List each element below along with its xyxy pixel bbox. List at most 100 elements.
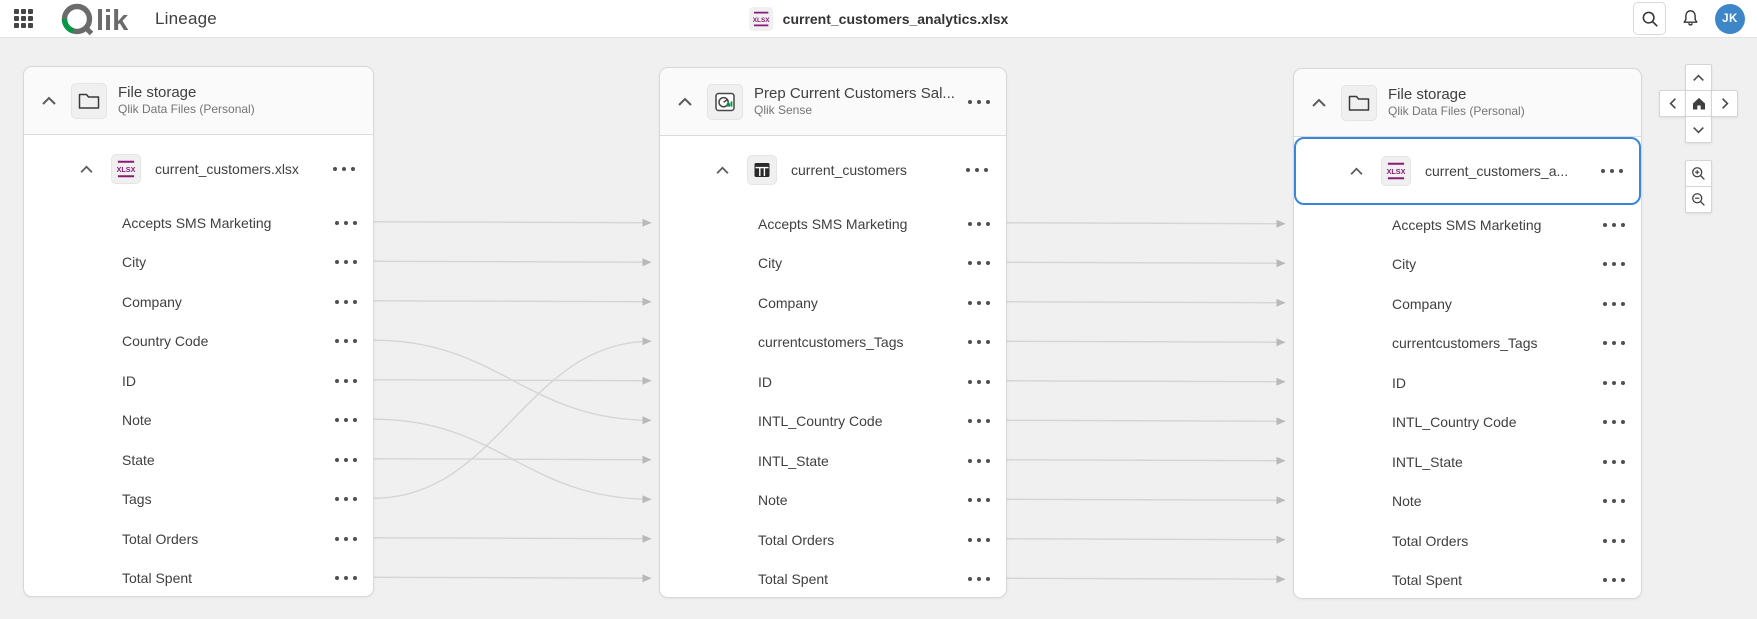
field-menu-button[interactable] xyxy=(335,533,357,545)
top-bar: lik Lineage XLSX current_customers_analy… xyxy=(0,0,1757,38)
field-row[interactable]: Total Orders xyxy=(24,519,373,559)
collapse-table-button[interactable] xyxy=(1346,164,1367,179)
collapse-table-button[interactable] xyxy=(76,162,97,177)
node-header[interactable]: Prep Current Customers Sal... Qlik Sense xyxy=(660,68,1006,136)
zoom-in-button[interactable] xyxy=(1685,160,1712,187)
field-row[interactable]: City xyxy=(24,243,373,283)
collapse-table-button[interactable] xyxy=(712,163,733,178)
node-file-storage-target: File storage Qlik Data Files (Personal) … xyxy=(1293,68,1642,599)
notifications-button[interactable] xyxy=(1680,8,1701,29)
field-list: Accepts SMS Marketing City Company Count… xyxy=(24,203,373,598)
field-row[interactable]: ID xyxy=(24,361,373,401)
field-row[interactable]: Tags xyxy=(24,480,373,520)
field-menu-button[interactable] xyxy=(335,217,357,229)
field-menu-button[interactable] xyxy=(968,376,990,388)
collapse-node-button[interactable] xyxy=(1308,95,1330,111)
field-row[interactable]: Accepts SMS Marketing xyxy=(24,203,373,243)
field-menu-button[interactable] xyxy=(335,493,357,505)
field-label: Total Orders xyxy=(1392,532,1469,549)
field-menu-button[interactable] xyxy=(968,218,990,230)
search-button[interactable] xyxy=(1633,2,1666,35)
field-row[interactable]: City xyxy=(1294,245,1641,285)
field-row[interactable]: Total Orders xyxy=(1294,521,1641,561)
field-menu-button[interactable] xyxy=(1603,219,1625,231)
field-menu-button[interactable] xyxy=(1603,574,1625,586)
pan-right-button[interactable] xyxy=(1711,90,1738,117)
field-row[interactable]: Total Orders xyxy=(660,520,1006,560)
table-menu-button[interactable] xyxy=(1601,165,1623,177)
table-row[interactable]: current_customers xyxy=(660,136,1006,204)
field-menu-button[interactable] xyxy=(968,297,990,309)
table-row[interactable]: XLSX current_customers.xlsx xyxy=(24,135,373,203)
field-row[interactable]: Note xyxy=(660,481,1006,521)
field-row[interactable]: INTL_Country Code xyxy=(1294,403,1641,443)
field-row[interactable]: Company xyxy=(660,283,1006,323)
product-name: Lineage xyxy=(155,8,217,28)
field-row[interactable]: Total Spent xyxy=(1294,561,1641,601)
lineage-canvas[interactable]: File storage Qlik Data Files (Personal) … xyxy=(0,38,1757,619)
collapse-node-button[interactable] xyxy=(38,93,60,109)
field-row[interactable]: Company xyxy=(1294,284,1641,324)
field-row[interactable]: State xyxy=(24,440,373,480)
field-menu-button[interactable] xyxy=(335,296,357,308)
field-row[interactable]: Total Spent xyxy=(660,560,1006,600)
collapse-node-button[interactable] xyxy=(674,94,696,110)
field-row[interactable]: Note xyxy=(1294,482,1641,522)
field-row[interactable]: Accepts SMS Marketing xyxy=(1294,205,1641,245)
pan-down-button[interactable] xyxy=(1685,116,1712,143)
field-row[interactable]: Country Code xyxy=(24,322,373,362)
field-menu-button[interactable] xyxy=(335,572,357,584)
field-menu-button[interactable] xyxy=(335,256,357,268)
home-button[interactable] xyxy=(1685,90,1712,117)
pan-controls xyxy=(1659,64,1739,144)
field-row[interactable]: INTL_State xyxy=(660,441,1006,481)
field-menu-button[interactable] xyxy=(1603,456,1625,468)
field-menu-button[interactable] xyxy=(335,414,357,426)
field-row[interactable]: INTL_State xyxy=(1294,442,1641,482)
field-menu-button[interactable] xyxy=(1603,495,1625,507)
field-menu-button[interactable] xyxy=(335,454,357,466)
field-row[interactable]: Note xyxy=(24,401,373,441)
field-menu-button[interactable] xyxy=(1603,258,1625,270)
xlsx-file-icon: XLSX xyxy=(111,154,141,184)
field-menu-button[interactable] xyxy=(968,257,990,269)
field-menu-button[interactable] xyxy=(968,336,990,348)
field-row[interactable]: ID xyxy=(1294,363,1641,403)
field-row[interactable]: currentcustomers_Tags xyxy=(1294,324,1641,364)
field-menu-button[interactable] xyxy=(968,494,990,506)
field-row[interactable]: Company xyxy=(24,282,373,322)
field-menu-button[interactable] xyxy=(968,573,990,585)
field-menu-button[interactable] xyxy=(968,415,990,427)
field-row[interactable]: currentcustomers_Tags xyxy=(660,323,1006,363)
field-row[interactable]: City xyxy=(660,244,1006,284)
table-menu-button[interactable] xyxy=(333,163,355,175)
node-subtitle: Qlik Data Files (Personal) xyxy=(1388,104,1525,119)
table-menu-button[interactable] xyxy=(966,164,988,176)
app-launcher-icon[interactable] xyxy=(14,9,33,28)
field-menu-button[interactable] xyxy=(335,335,357,347)
field-row[interactable]: Accepts SMS Marketing xyxy=(660,204,1006,244)
svg-text:XLSX: XLSX xyxy=(117,165,136,174)
node-header[interactable]: File storage Qlik Data Files (Personal) xyxy=(24,67,373,135)
field-menu-button[interactable] xyxy=(968,455,990,467)
field-menu-button[interactable] xyxy=(1603,377,1625,389)
table-row-selected[interactable]: XLSX current_customers_a... xyxy=(1294,137,1641,205)
pan-up-button[interactable] xyxy=(1685,64,1712,91)
field-menu-button[interactable] xyxy=(1603,298,1625,310)
field-menu-button[interactable] xyxy=(968,534,990,546)
field-menu-button[interactable] xyxy=(1603,337,1625,349)
field-row[interactable]: ID xyxy=(660,362,1006,402)
field-menu-button[interactable] xyxy=(335,375,357,387)
user-avatar[interactable]: JK xyxy=(1715,3,1745,34)
field-label: ID xyxy=(758,373,772,390)
field-menu-button[interactable] xyxy=(1603,416,1625,428)
field-row[interactable]: INTL_Country Code xyxy=(660,402,1006,442)
node-menu-button[interactable] xyxy=(968,96,990,108)
folder-icon xyxy=(1341,84,1377,121)
field-menu-button[interactable] xyxy=(1603,535,1625,547)
pan-left-button[interactable] xyxy=(1659,90,1686,117)
zoom-out-button[interactable] xyxy=(1685,186,1712,213)
field-row[interactable]: Total Spent xyxy=(24,559,373,599)
node-header[interactable]: File storage Qlik Data Files (Personal) xyxy=(1294,69,1641,137)
svg-text:XLSX: XLSX xyxy=(1387,167,1406,176)
